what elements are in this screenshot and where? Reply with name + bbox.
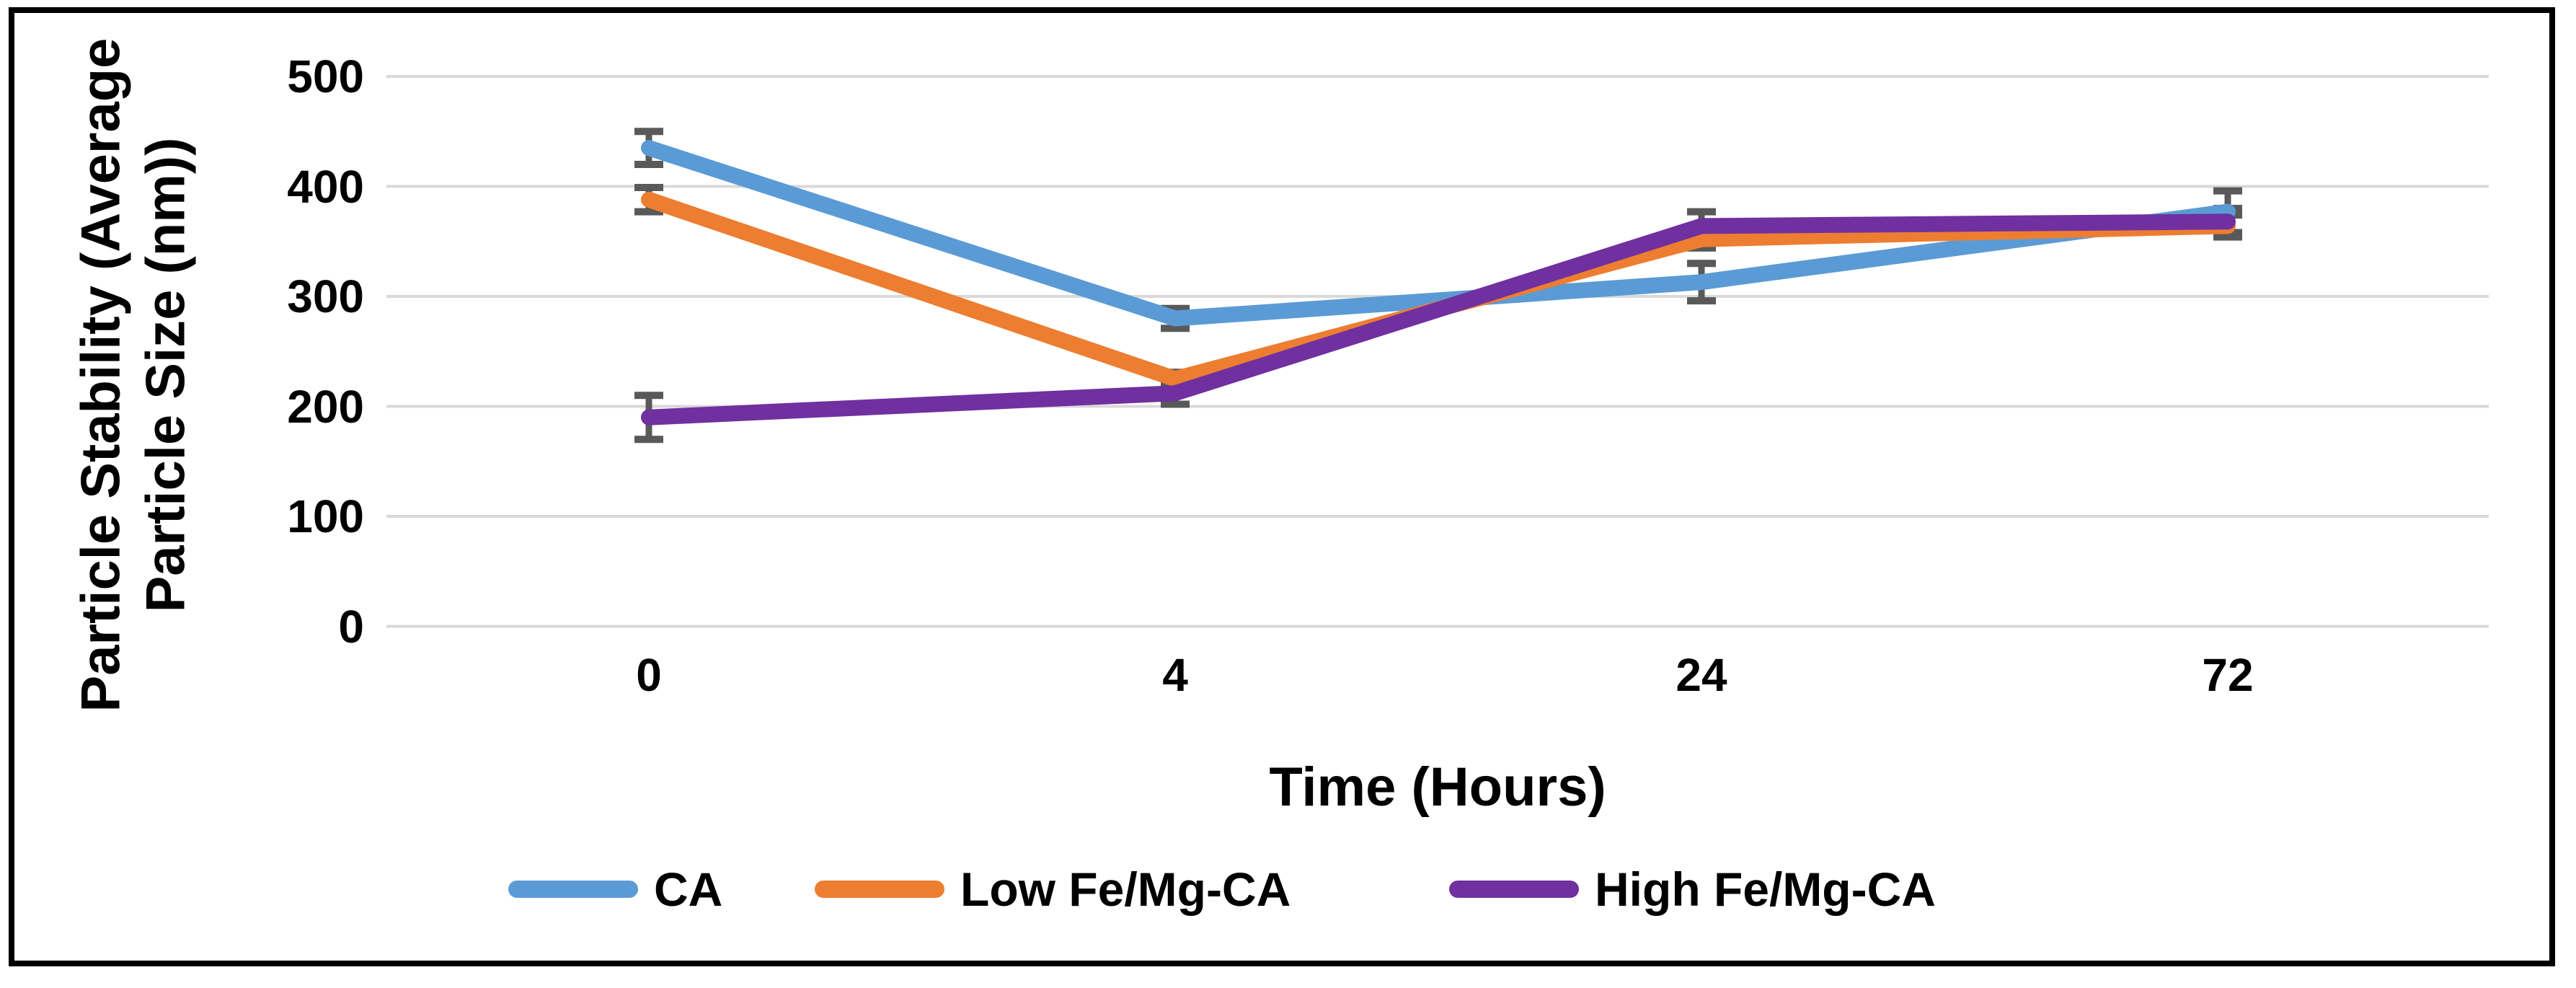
x-tick-label: 0	[636, 649, 662, 701]
legend-label: CA	[654, 863, 723, 916]
y-tick-label: 400	[287, 160, 364, 213]
legend-swatch-icon	[815, 881, 944, 898]
y-tick-label: 500	[287, 50, 364, 102]
x-tick-label: 24	[1676, 649, 1727, 701]
legend-item-Low Fe/Mg-CA: Low Fe/Mg-CA	[815, 860, 1291, 918]
x-tick-label: 4	[1162, 649, 1188, 701]
legend-label: High Fe/Mg-CA	[1595, 863, 1936, 916]
series-line-High Fe/Mg-CA	[641, 213, 2236, 425]
y-tick-label: 200	[287, 380, 364, 433]
y-tick-label: 100	[287, 490, 364, 542]
error-bars	[634, 128, 2242, 444]
legend-item-CA: CA	[508, 860, 722, 918]
legend-swatch-icon	[1449, 881, 1579, 898]
y-tick-label: 0	[338, 600, 364, 653]
x-axis-title: Time (Hours)	[1269, 757, 1606, 818]
x-tick-label: 72	[2202, 649, 2254, 701]
legend-item-High Fe/Mg-CA: High Fe/Mg-CA	[1449, 860, 1936, 918]
series-line-CA	[641, 140, 2236, 327]
y-tick-label: 300	[287, 270, 364, 322]
chart-border-frame	[9, 7, 2555, 966]
legend-label: Low Fe/Mg-CA	[960, 863, 1291, 916]
legend-swatch-icon	[508, 881, 638, 898]
